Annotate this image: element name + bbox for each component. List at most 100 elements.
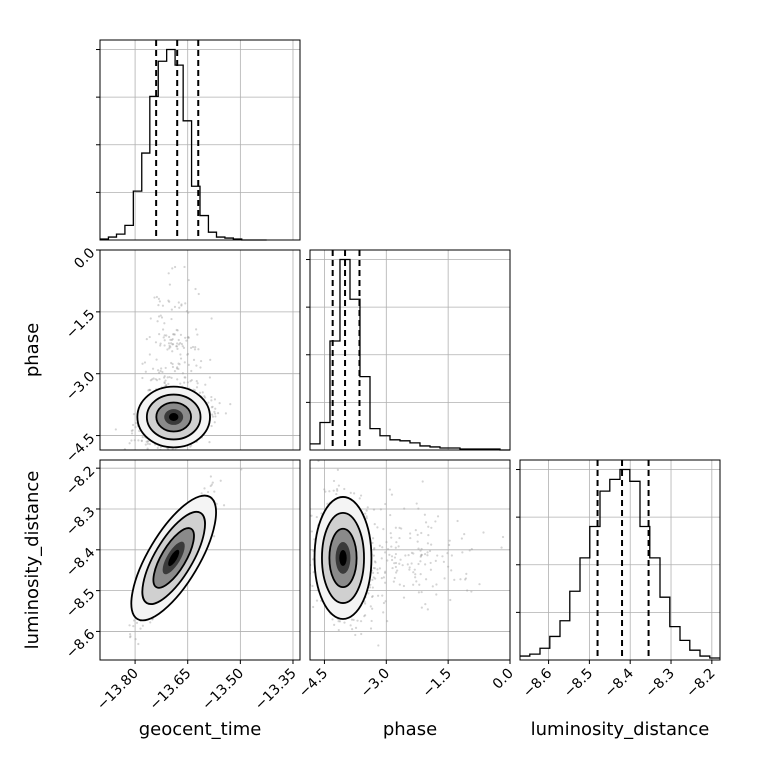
scatter-point [393,562,396,565]
scatter-point [378,544,381,547]
scatter-point [430,543,433,546]
scatter-point [333,623,336,627]
scatter-point [419,549,422,552]
scatter-point [406,563,409,566]
scatter-point [155,379,159,382]
scatter-point [412,583,415,586]
scatter-point [390,493,394,496]
scatter-point [130,429,133,432]
scatter-point [482,531,485,534]
scatter-point [213,412,217,415]
x-tick-label-geocent_time: −13.35 [252,666,300,714]
scatter-point [193,348,197,351]
scatter-point [388,553,391,556]
scatter-point [409,532,412,535]
panel-frame-geocent_time [99,39,301,241]
x-tick-label-phase: −3.0 [358,666,393,701]
scatter-point [382,601,386,605]
scatter-point [160,367,163,370]
y-axis-label-luminosity_distance: luminosity_distance [22,471,43,650]
scatter-point [390,555,394,558]
scatter-point [195,364,198,367]
scatter-point [211,413,214,416]
scatter-point [134,638,137,641]
scatter-point [240,468,243,471]
scatter-point [383,571,387,575]
scatter-point [395,541,398,544]
scatter-point [132,619,136,622]
scatter-point [414,576,417,579]
scatter-point [388,488,391,491]
scatter-point [148,388,151,391]
scatter-point [152,377,155,380]
scatter-point [372,566,375,570]
scatter-point [500,546,503,549]
scatter-point [428,549,432,553]
scatter-point [372,576,375,579]
scatter-point [193,389,197,392]
scatter-point [371,595,374,599]
scatter-point [453,578,456,581]
scatter-point [199,359,203,363]
scatter-point [424,563,427,566]
scatter-point [441,555,444,558]
scatter-point [417,547,420,550]
scatter-point [147,440,150,443]
scatter-point [146,440,149,443]
scatter-point [189,445,192,448]
scatter-point [163,381,166,384]
scatter-point [145,337,148,341]
scatter-point [213,421,216,424]
scatter-point [203,487,206,490]
scatter-point [354,626,358,629]
scatter-point [176,329,179,332]
scatter-point [163,375,166,378]
scatter-point [424,521,428,524]
scatter-point [196,382,199,385]
scatter-point [423,553,427,556]
scatter-point [210,424,213,428]
histogram-step-phase [310,258,510,451]
scatter-point [426,542,429,545]
scatter-point [171,362,174,366]
scatter-point [128,624,131,627]
scatter-point [184,302,187,305]
scatter-point [398,536,401,540]
scatter-point [167,272,170,275]
scatter-point [157,304,160,307]
scatter-point [443,577,446,580]
scatter-point [177,362,180,365]
scatter-point [397,545,400,548]
scatter-point [351,628,354,631]
scatter-point [412,552,415,555]
scatter-point [194,345,197,349]
y-tick-label-phase: −3.0 [63,369,98,404]
x-tick-label-phase: −4.5 [296,666,331,701]
scatter-point [159,369,162,373]
scatter-point [307,588,309,590]
y-tick-label-phase: 0.0 [71,245,98,272]
scatter-point [129,632,132,636]
scatter-point [349,491,352,495]
scatter-point [384,551,387,554]
scatter-point [310,530,314,533]
scatter-point [149,621,152,624]
scatter-point [395,571,398,574]
scatter-point [138,429,141,433]
scatter-point [353,492,356,495]
scatter-point [379,508,383,511]
scatter-point [470,590,473,593]
scatter-point [385,541,388,544]
scatter-point [159,344,162,347]
histogram-luminosity_distance [516,459,721,661]
scatter-point [179,341,182,345]
scatter-point [171,343,174,346]
y-tick-label-phase: −1.5 [63,307,98,342]
scatter-point [140,439,143,443]
histogram-step-luminosity_distance [520,468,720,659]
scatter-point [408,566,411,569]
scatter-point [386,559,389,562]
scatter-point [210,317,213,320]
scatter-point [312,605,315,609]
scatter-point [328,490,331,493]
